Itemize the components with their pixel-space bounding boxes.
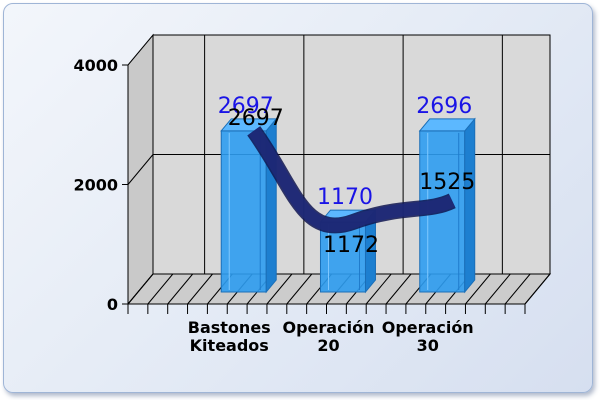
floor-line xyxy=(504,273,531,305)
bar-top xyxy=(220,118,278,132)
bar-value-label: 1170 xyxy=(317,185,373,210)
line-value-label: 1525 xyxy=(419,170,475,195)
floor-line xyxy=(365,273,392,305)
floor-line xyxy=(127,273,154,305)
floor-line xyxy=(484,273,511,305)
bar-side xyxy=(464,117,476,294)
line-value-label: 1172 xyxy=(323,233,379,258)
floor-line xyxy=(465,273,491,305)
bar-value-label: 2697 xyxy=(218,94,274,119)
y-tick-label: 4000 xyxy=(73,56,118,75)
floor-line xyxy=(266,273,293,305)
bar-value-label: 2696 xyxy=(416,94,472,119)
y-tick-label: 2000 xyxy=(73,176,118,195)
bar-top xyxy=(418,118,476,132)
floor-line xyxy=(147,273,174,305)
floor-line xyxy=(385,273,412,305)
floor-line xyxy=(286,273,313,305)
floor-line xyxy=(167,273,194,305)
category-label: Operación 20 xyxy=(283,318,375,355)
floor-line xyxy=(524,273,551,305)
floor-line xyxy=(187,273,213,305)
bar xyxy=(220,130,267,293)
category-label: Operación 30 xyxy=(382,318,474,355)
grid-line-side xyxy=(127,154,154,185)
line-value-label: 2697 xyxy=(228,106,284,131)
y-tick-label: 0 xyxy=(107,295,118,314)
line-series xyxy=(248,127,456,232)
category-label: Bastones Kiteados xyxy=(188,318,271,355)
